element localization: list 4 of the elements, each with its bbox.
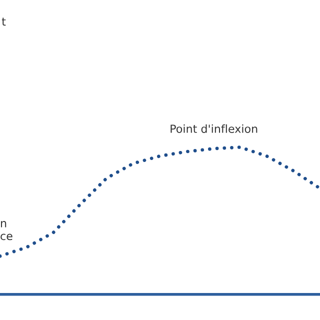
annotation: n [1, 220, 6, 228]
text: t [2, 18, 6, 26]
text: Point d'inflexion [170, 124, 258, 133]
annotation: ce [0, 234, 12, 240]
